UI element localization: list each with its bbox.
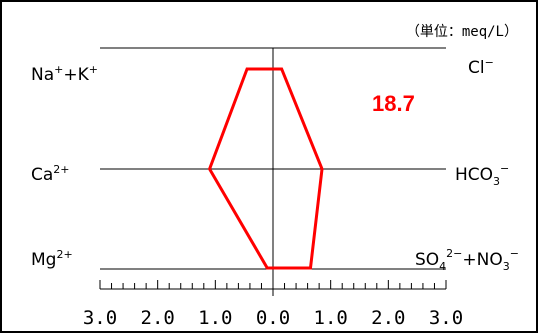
cation-label-ca: Ca2+ [31, 163, 70, 185]
tick-label-0: 3.0 [83, 307, 117, 329]
anion-label-cl: Cl− [468, 56, 494, 78]
tick-label-4: 1.0 [314, 307, 348, 329]
tick-label-2: 1.0 [198, 307, 232, 329]
cation-label-na-k: Na++K+ [31, 63, 98, 85]
tick-label-5: 2.0 [371, 307, 405, 329]
scale-ticks [99, 280, 447, 289]
anion-label-hco3: HCO3− [455, 162, 509, 188]
tick-label-3: 0.0 [256, 307, 290, 329]
scale-tick-labels: 3.0 2.0 1.0 0.0 1.0 2.0 3.0 [83, 307, 463, 329]
total-value-label: 18.7 [372, 91, 415, 116]
anion-label-so4-no3: SO42−+NO3− [415, 247, 519, 273]
tick-label-1: 2.0 [141, 307, 175, 329]
unit-label: （単位：meq/L） [406, 24, 518, 40]
hexadiagram-polygon [207, 67, 324, 270]
tick-label-6: 3.0 [429, 307, 463, 329]
cation-label-mg: Mg2+ [31, 248, 73, 270]
